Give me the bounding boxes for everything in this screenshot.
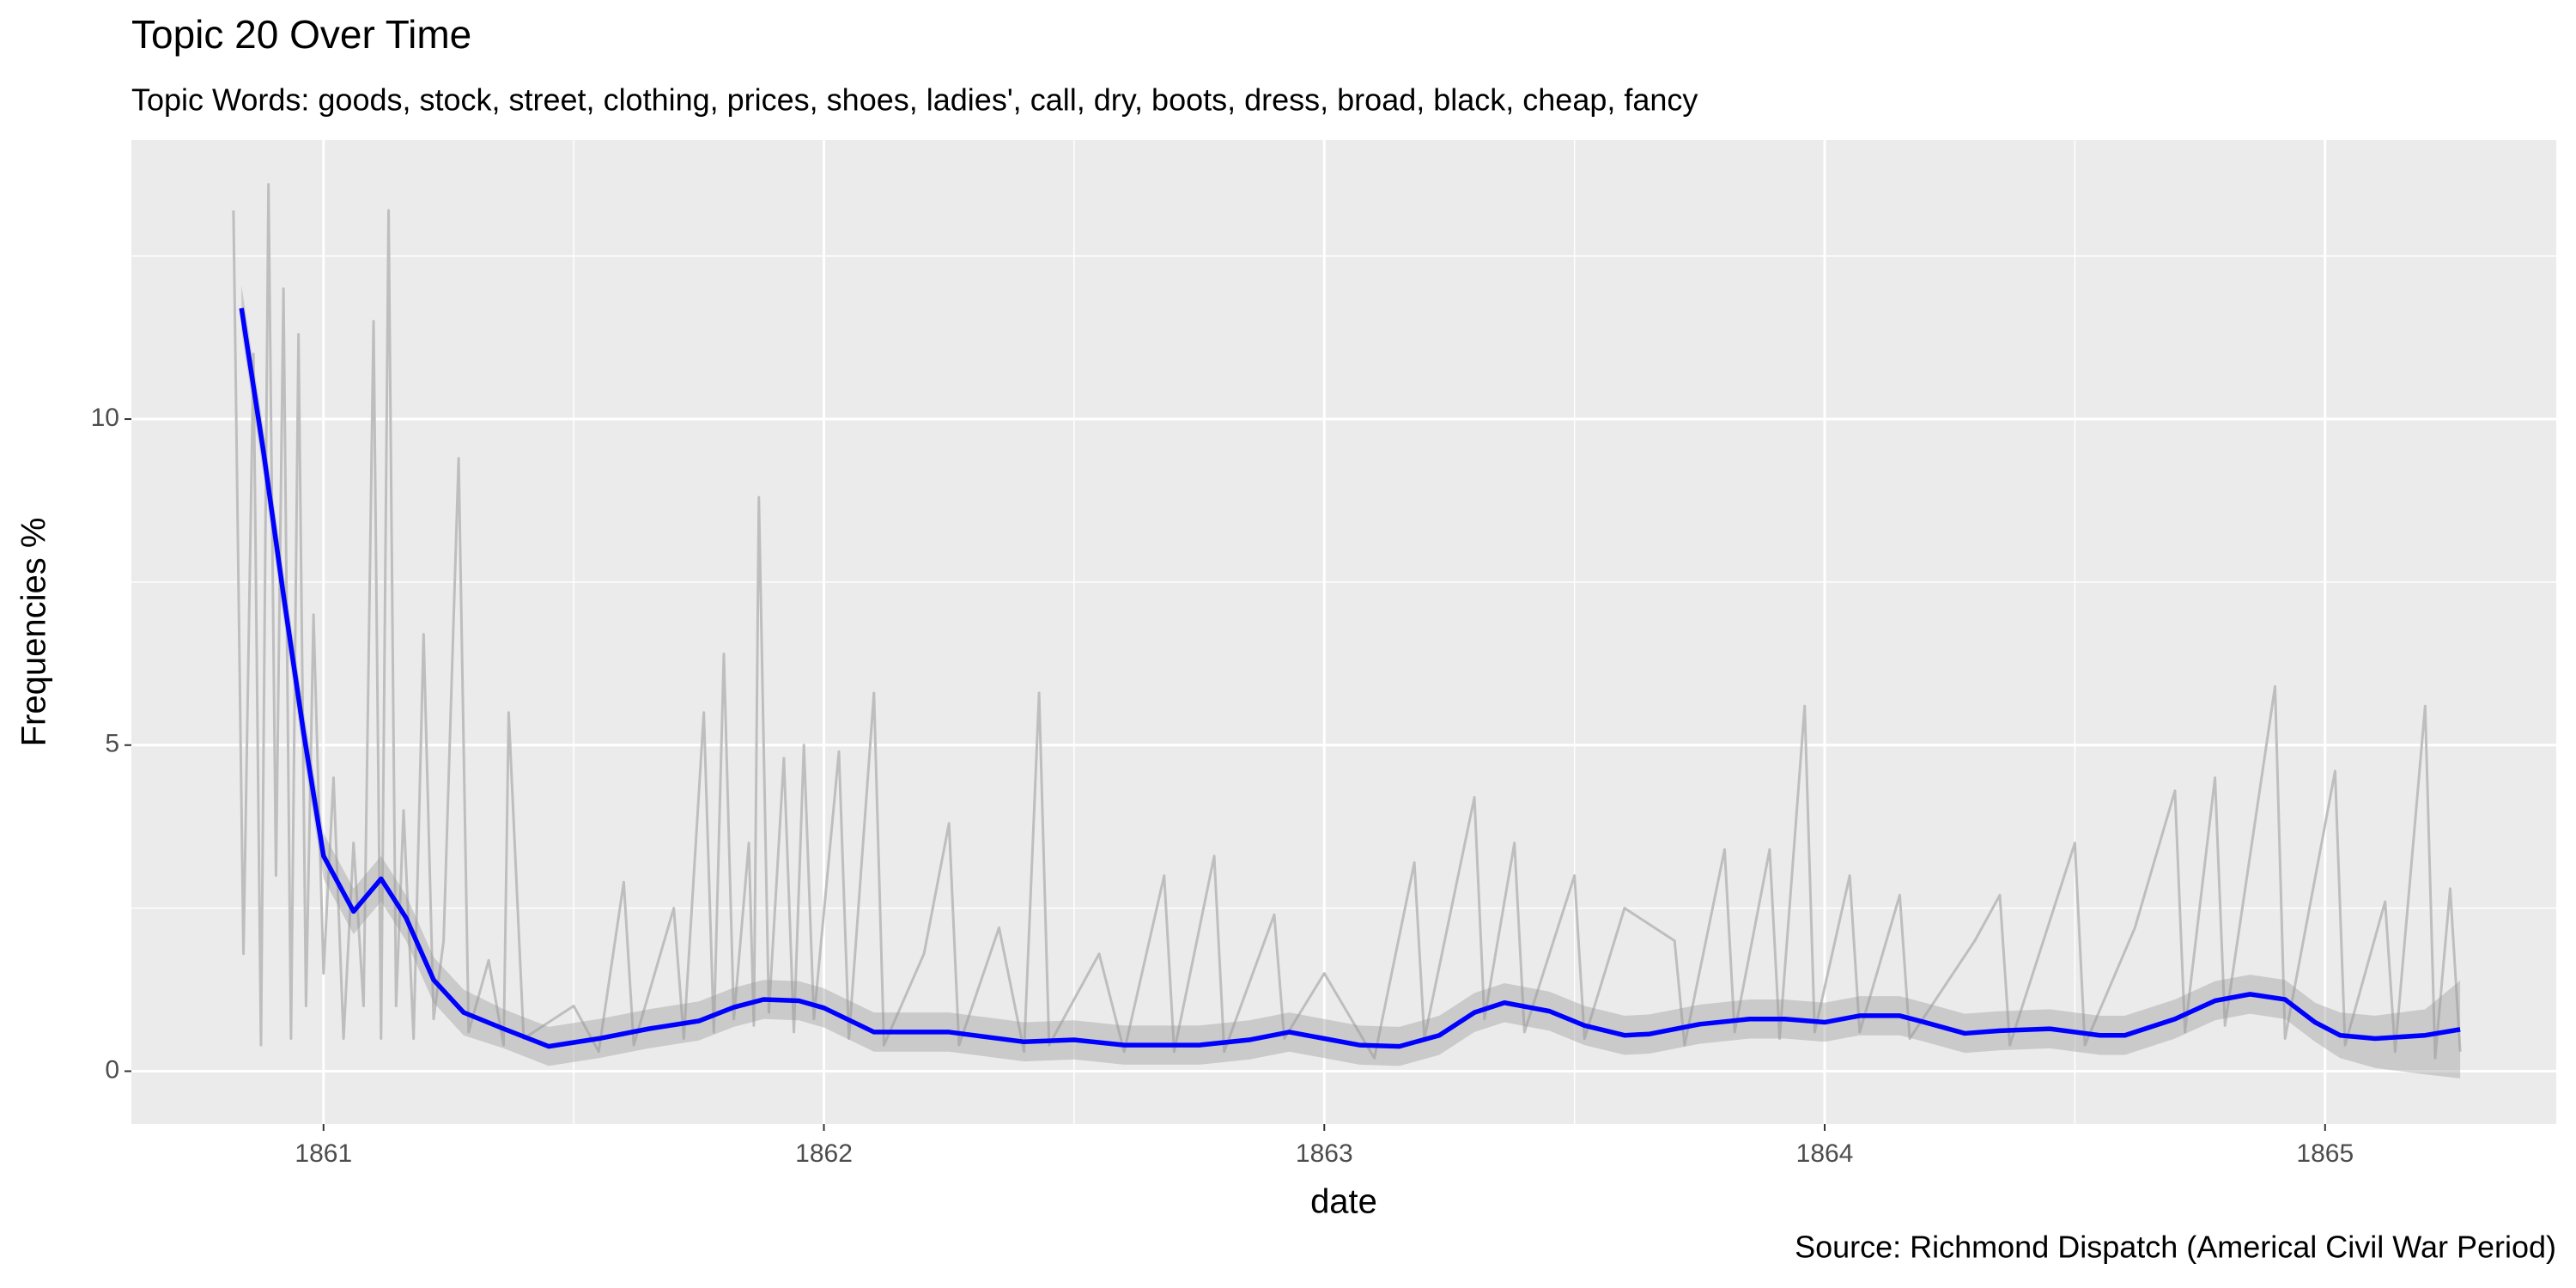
y-tick-label: 5: [105, 730, 119, 758]
series-line: [239, 307, 2461, 1049]
x-axis-label: date: [1310, 1183, 1377, 1221]
confidence-band: [241, 285, 2461, 1078]
y-tick-label: 0: [105, 1055, 119, 1084]
x-tick-label: 1863: [1296, 1139, 1353, 1168]
caption: Source: Richmond Dispatch (Americal Civi…: [1795, 1230, 2556, 1265]
series-line: [232, 183, 2462, 1060]
x-tick-label: 1862: [795, 1139, 853, 1168]
x-tick-label: 1864: [1796, 1139, 1854, 1168]
panel: [131, 140, 2556, 1124]
y-axis-label: Frequencies %: [15, 518, 53, 747]
y-tick-label: 10: [91, 404, 119, 432]
x-tick-label: 1861: [295, 1139, 352, 1168]
chart-title: Topic 20 Over Time: [131, 12, 471, 57]
chart-subtitle: Topic Words: goods, stock, street, cloth…: [131, 82, 1698, 118]
x-tick-label: 1865: [2296, 1139, 2354, 1168]
